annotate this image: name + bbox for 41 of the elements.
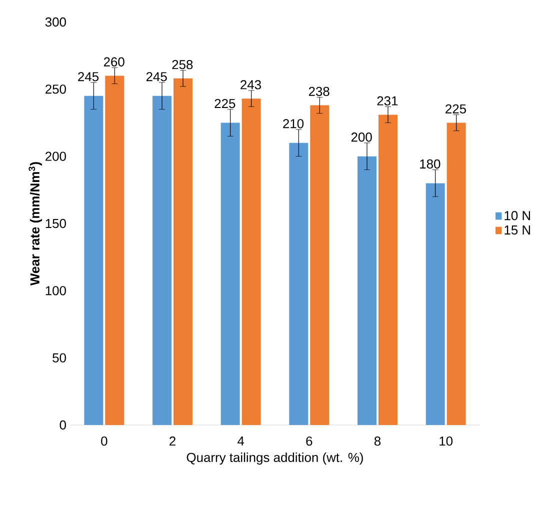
data-label: 245 [146,72,167,82]
data-label: 210 [283,119,304,128]
y-tick-label: 150 [46,218,66,228]
legend-label: 15 N [504,226,530,235]
bar [242,98,261,425]
data-label: 225 [214,98,236,108]
bar [358,156,376,425]
bar [426,183,445,425]
data-label: 258 [172,60,193,70]
x-axis-title: Quarry tailings addition (wt. %) [186,452,363,465]
data-label: 243 [240,80,261,90]
y-tick-label: 0 [60,420,66,430]
bar [289,142,308,425]
x-tick-label: 10 [440,436,453,446]
x-tick-label: 4 [238,436,244,446]
bar [152,96,172,425]
data-label: 231 [377,96,398,106]
y-tick-label: 100 [46,286,66,296]
text: Wear rate (mm/Nm$^{3}$) [28,162,42,286]
x-tick-label: 8 [374,436,381,446]
bar [105,76,124,425]
y-tick-label: 300 [45,17,66,27]
bar [310,105,330,425]
data-label: 245 [78,72,99,82]
x-tick-label: 0 [101,436,108,446]
y-tick-label: 250 [46,84,66,94]
data-label: 238 [308,86,330,96]
bar [378,114,398,425]
bar [220,122,240,425]
data-label: 200 [351,132,372,142]
data-label: 225 [446,104,466,114]
x-tick-label: 2 [170,436,176,446]
legend-label: 10 N [504,211,530,220]
bar [173,78,192,425]
x-tick-label: 6 [306,436,312,446]
y-tick-label: 200 [46,152,66,161]
data-label: 180 [420,159,440,169]
data-label: 260 [104,57,124,66]
bar [84,96,104,425]
bar [446,122,466,425]
y-tick-label: 50 [52,353,66,362]
